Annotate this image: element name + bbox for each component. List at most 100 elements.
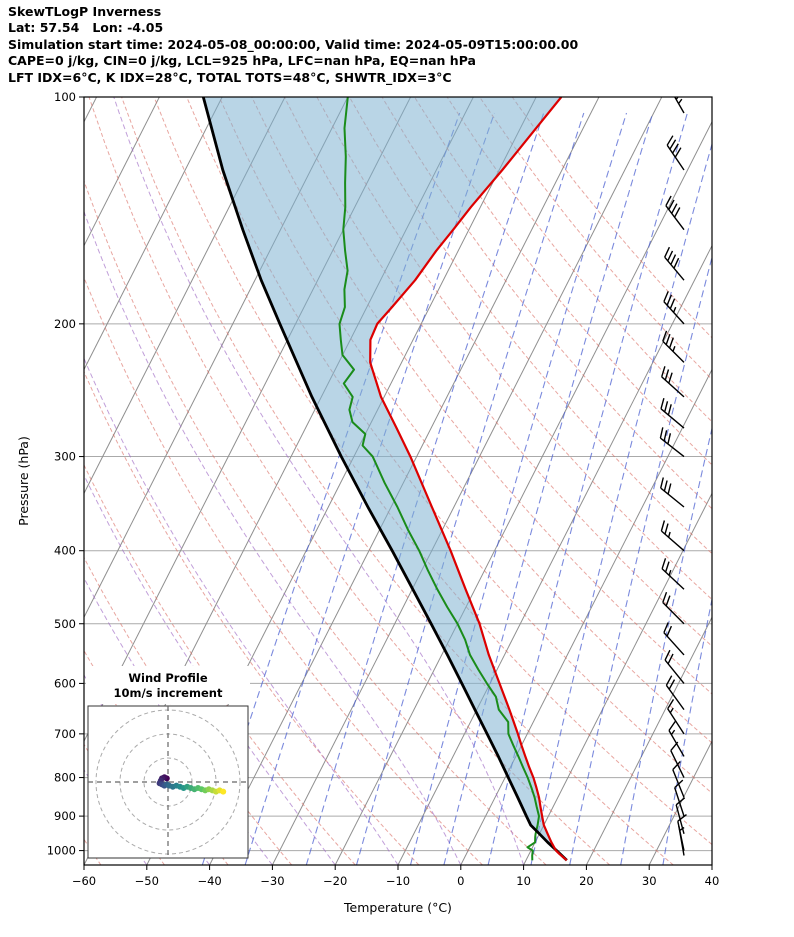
- wind-barb: [660, 520, 685, 552]
- y-tick-label: 500: [54, 617, 76, 631]
- moist-adiabat-line: [84, 357, 399, 865]
- wind-barb: [664, 649, 685, 684]
- wind-barb: [664, 246, 685, 281]
- dry-adiabat-line: [414, 97, 712, 466]
- mixing-ratio-line: [305, 112, 545, 865]
- mixing-ratio-line: [355, 112, 585, 865]
- wind-barb: [662, 591, 685, 625]
- dry-adiabat-line: [153, 97, 712, 846]
- moist-adiabat-line: [84, 864, 85, 865]
- y-tick-label: 1000: [47, 844, 76, 858]
- wind-barb: [660, 477, 685, 508]
- moist-adiabat-line: [84, 210, 462, 865]
- isotherm-line: [334, 120, 712, 865]
- x-tick-label: −30: [260, 874, 284, 888]
- x-tick-label: −50: [135, 874, 159, 888]
- isotherm-line: [397, 244, 712, 865]
- wind-barb: [667, 699, 685, 735]
- dry-adiabat-line: [218, 97, 712, 744]
- x-tick-label: 40: [705, 874, 720, 888]
- y-tick-label: 600: [54, 676, 76, 690]
- isotherm-line: [585, 616, 712, 865]
- mixing-ratio-line: [530, 142, 712, 865]
- wind-barb: [672, 761, 685, 798]
- x-tick-label: 10: [516, 874, 531, 888]
- wind-barb: [663, 291, 685, 325]
- y-tick-label: 400: [54, 544, 76, 558]
- mixing-ratio-line: [620, 426, 712, 865]
- wind-barb: [662, 330, 685, 363]
- y-tick-label: 900: [54, 809, 76, 823]
- mixing-ratio-line: [487, 112, 688, 865]
- x-tick-label: −60: [72, 874, 96, 888]
- dry-adiabat-line: [121, 97, 674, 865]
- isotherm-line: [711, 863, 712, 865]
- dry-adiabats: [84, 97, 712, 865]
- dry-adiabat-line: [84, 179, 547, 865]
- isotherm-line: [271, 97, 663, 865]
- mixing-ratio-line: [569, 255, 712, 865]
- wind-barbs: [659, 97, 687, 856]
- y-tick-label: 100: [54, 90, 76, 104]
- dry-adiabat-line: [84, 276, 483, 865]
- x-axis-label: Temperature (°C): [343, 900, 452, 915]
- wind-barb: [670, 741, 685, 778]
- wind-barb: [677, 814, 687, 851]
- chart-times: Simulation start time: 2024-05-08_00:00:…: [8, 36, 579, 52]
- y-axis-label: Pressure (hPa): [16, 436, 31, 526]
- dry-adiabat-line: [479, 97, 712, 381]
- cin-shading: [203, 97, 567, 861]
- hodograph-plot: [88, 706, 248, 858]
- wind-barb: [666, 135, 685, 171]
- wind-barb: [660, 398, 685, 429]
- parcel-curve: [201, 97, 568, 862]
- y-tick-label: 200: [54, 317, 76, 331]
- dry-adiabat-line: [316, 97, 712, 601]
- isotherm-line: [523, 492, 712, 865]
- dry-adiabat-line: [88, 97, 611, 865]
- wind-barb: [659, 427, 685, 458]
- wind-barb: [661, 366, 685, 398]
- y-tick-label: 800: [54, 771, 76, 785]
- isotherm-line: [460, 368, 712, 865]
- x-tick-label: −10: [386, 874, 410, 888]
- dry-adiabat-line: [348, 97, 712, 555]
- chart-title: SkewTLogP Inverness: [8, 4, 162, 19]
- dry-adiabat-line: [251, 97, 712, 695]
- x-tick-label: −20: [323, 874, 347, 888]
- chart-indices-1: CAPE=0 j/kg, CIN=0 j/kg, LCL=925 hPa, LF…: [8, 53, 476, 69]
- dry-adiabat-line: [283, 97, 712, 647]
- y-tick-label: 700: [54, 727, 76, 741]
- wind-barb: [673, 97, 685, 114]
- dry-adiabat-line: [511, 97, 712, 339]
- x-tick-label: −40: [197, 874, 221, 888]
- mixing-ratio-line: [662, 596, 712, 865]
- wind-barb: [675, 797, 686, 834]
- temperature-curve: [369, 97, 568, 862]
- wind-barb: [661, 558, 685, 590]
- x-tick-label: 0: [457, 874, 464, 888]
- dewpoint-curve: [338, 97, 540, 861]
- chart-latlon: Lat: 57.54 Lon: -4.05: [8, 20, 164, 36]
- x-tick-label: 20: [579, 874, 594, 888]
- wind-barb: [668, 721, 685, 757]
- isotherm-line: [84, 97, 160, 247]
- hodograph-title-bg: [86, 666, 250, 704]
- moist-adiabat-line: [113, 97, 525, 865]
- wind-barb: [663, 622, 685, 656]
- wind-barb: [665, 195, 685, 231]
- isotherm-line: [84, 97, 223, 371]
- hodograph-title: Wind Profile: [128, 671, 208, 685]
- isotherm-line: [84, 97, 286, 495]
- y-tick-label: 300: [54, 450, 76, 464]
- dry-adiabat-line: [446, 97, 712, 423]
- plot-area: [84, 97, 712, 865]
- hodograph-point: [220, 788, 227, 795]
- chart-header: SkewTLogP Inverness Lat: 57.54 Lon: -4.0…: [8, 4, 578, 86]
- x-tick-label: 30: [642, 874, 657, 888]
- mixing-ratio-line: [443, 112, 654, 865]
